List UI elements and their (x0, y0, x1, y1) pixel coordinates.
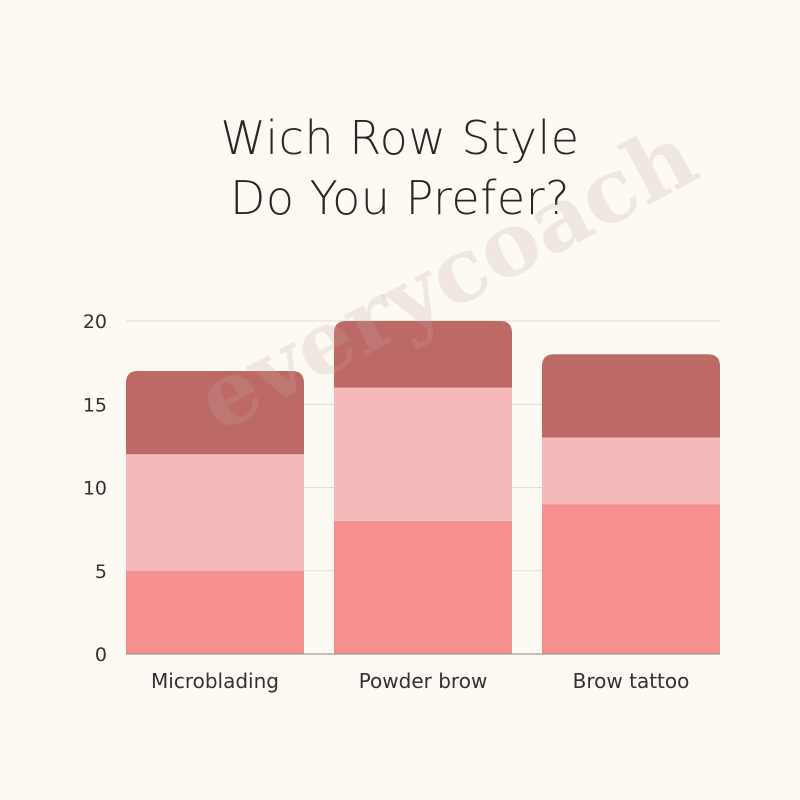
x-tick-label: Powder brow (359, 669, 488, 693)
chart-title: Wich Row Style Do You Prefer? (0, 108, 800, 228)
y-tick-label: 10 (83, 478, 107, 500)
y-tick-label: 15 (83, 394, 107, 416)
bar-segment (542, 437, 720, 505)
x-tick-label: Microblading (151, 669, 279, 693)
bar-segment (126, 370, 304, 455)
title-line-2: Do You Prefer? (229, 171, 571, 225)
y-tick-label: 0 (95, 644, 107, 666)
bar-segment (334, 520, 512, 654)
bar-segment (542, 354, 720, 438)
bar-segment (334, 321, 512, 388)
title-line-1: Wich Row Style (220, 111, 580, 165)
y-tick-label: 20 (83, 311, 107, 333)
bar-segment (126, 570, 304, 654)
x-tick-label: Brow tattoo (573, 669, 690, 693)
bar-segment (126, 454, 304, 571)
bar-segment (334, 387, 512, 521)
y-tick-label: 5 (95, 561, 107, 583)
bar-segment (542, 504, 720, 654)
